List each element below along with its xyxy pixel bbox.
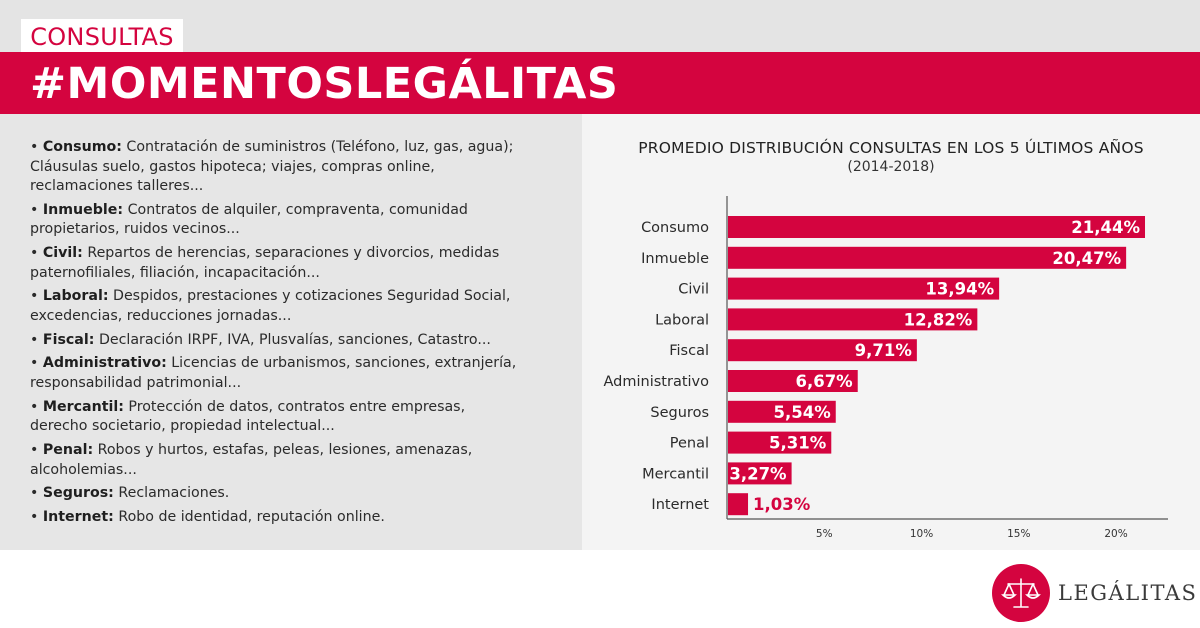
category-item: • Inmueble: Contratos de alquiler, compr… — [30, 201, 468, 238]
chart-subtitle: (2014-2018) — [847, 159, 935, 175]
category-name: Penal: — [42, 442, 94, 459]
category-item: • Mercantil: Protección de datos, contra… — [30, 398, 466, 435]
value-label: 13,94% — [925, 280, 994, 299]
x-tick-label: 5% — [816, 528, 833, 540]
x-tick-label: 15% — [1007, 528, 1030, 540]
category-description: excedencias, reducciones jornadas... — [30, 307, 292, 324]
category-item: • Consumo: Contratación de suministros (… — [30, 139, 514, 194]
category-name: Laboral: — [42, 288, 109, 305]
brand-name: LEGÁLITAS — [1058, 581, 1198, 605]
category-description: paternofiliales, filiación, incapacitaci… — [30, 264, 320, 281]
category-label: Internet — [651, 497, 709, 513]
category-description: propietarios, ruidos vecinos... — [30, 221, 240, 238]
value-label: 5,31% — [769, 434, 827, 453]
category-description: Licencias de urbanismos, sanciones, extr… — [171, 355, 517, 372]
category-description: Declaración IRPF, IVA, Plusvalías, sanci… — [98, 331, 491, 348]
category-name: Inmueble: — [42, 201, 124, 218]
chart-panel — [582, 114, 1200, 550]
category-label: Civil — [678, 282, 709, 298]
value-label: 5,54% — [774, 403, 832, 422]
category-description: responsabilidad patrimonial... — [30, 374, 242, 391]
category-label: Fiscal — [669, 343, 709, 359]
category-label: Laboral — [655, 312, 709, 328]
x-tick-label: 10% — [910, 528, 933, 540]
category-description: Robo de identidad, reputación online. — [118, 509, 385, 526]
bar — [728, 339, 917, 362]
categories-panel: • Consumo: Contratación de suministros (… — [0, 114, 582, 550]
category-label: Administrativo — [604, 374, 710, 390]
legalitas-logo: LEGÁLITAS — [992, 564, 1196, 622]
category-name: Internet: — [42, 509, 114, 526]
category-item: • Internet: Robo de identidad, reputació… — [30, 509, 385, 526]
category-description: Robos y hurtos, estafas, peleas, lesione… — [97, 442, 473, 459]
bar — [728, 246, 1127, 269]
category-name: Mercantil: — [42, 398, 124, 415]
category-name: Consumo: — [42, 139, 122, 155]
bar — [728, 400, 836, 423]
category-item: • Laboral: Despidos, prestaciones y coti… — [30, 288, 511, 324]
category-description: derecho societario, propiedad intelectua… — [30, 418, 335, 435]
category-description: Despidos, prestaciones y cotizaciones Se… — [113, 288, 511, 305]
bar — [728, 216, 1146, 238]
category-name: Administrativo: — [42, 355, 167, 372]
consultas-tag: CONSULTAS — [21, 19, 183, 53]
chart-title: PROMEDIO DISTRIBUCIÓN CONSULTAS EN LOS 5… — [638, 139, 1144, 157]
value-label: 1,03% — [753, 495, 811, 514]
category-description: alcoholemias... — [30, 461, 137, 478]
category-item: • Fiscal: Declaración IRPF, IVA, Plusval… — [30, 331, 491, 348]
page-title: #MOMENTOSLEGÁLITAS — [0, 52, 1200, 114]
category-label: Seguros — [650, 405, 709, 421]
bar — [728, 462, 792, 485]
category-description: Contratos de alquiler, compraventa, comu… — [127, 201, 468, 218]
category-description: Cláusulas suelo, gastos hipoteca; viajes… — [30, 158, 435, 175]
bar — [728, 370, 858, 392]
category-label: Mercantil — [642, 466, 709, 482]
category-description: Reclamaciones. — [118, 485, 230, 502]
categories-list: • Consumo: Contratación de suministros (… — [30, 138, 550, 532]
top-band — [0, 0, 1200, 52]
category-label: Inmueble — [641, 251, 709, 267]
value-label: 12,82% — [904, 310, 973, 329]
category-item: • Administrativo: Licencias de urbanismo… — [30, 355, 517, 391]
category-label: Consumo — [641, 220, 709, 236]
x-tick-label: 20% — [1104, 528, 1127, 540]
value-label: 20,47% — [1052, 249, 1121, 268]
value-label: 6,67% — [795, 372, 853, 391]
category-description: reclamaciones talleres... — [30, 178, 204, 194]
category-name: Seguros: — [42, 485, 114, 502]
category-name: Fiscal: — [42, 331, 95, 348]
scales-of-justice-icon — [992, 564, 1050, 622]
bar — [728, 277, 1000, 300]
bar — [728, 493, 749, 516]
bar — [728, 431, 832, 454]
value-label: 3,27% — [729, 464, 787, 483]
category-description: Repartos de herencias, separaciones y di… — [87, 245, 500, 262]
category-description: Contratación de suministros (Teléfono, l… — [126, 139, 514, 155]
category-item: • Civil: Repartos de herencias, separaci… — [30, 245, 500, 281]
bar-chart: Consumo 21,44% Inmueble 20,47% Civil 13,94% La… — [604, 196, 1168, 540]
category-description: Protección de datos, contratos entre emp… — [128, 398, 466, 415]
category-label: Penal — [670, 436, 709, 452]
category-name: Civil: — [42, 245, 83, 262]
value-label: 9,71% — [855, 341, 913, 360]
category-item: • Seguros: Reclamaciones. — [30, 485, 230, 502]
bar — [728, 308, 978, 331]
category-item: • Penal: Robos y hurtos, estafas, peleas… — [30, 442, 473, 478]
value-label: 21,44% — [1071, 218, 1140, 237]
